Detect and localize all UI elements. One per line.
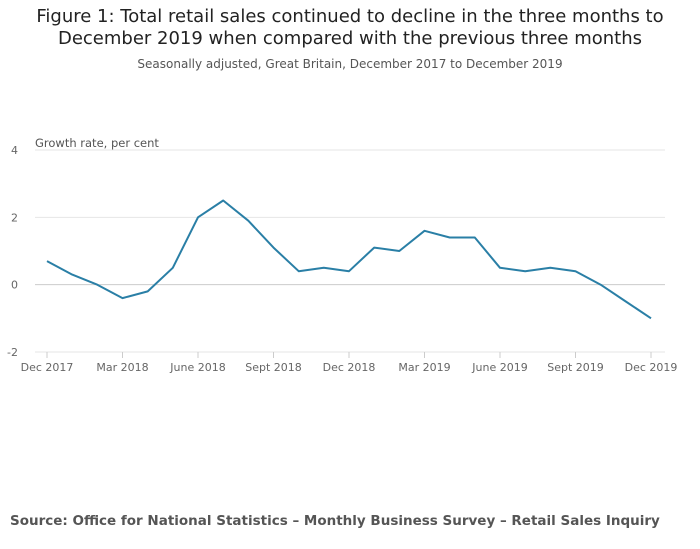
data-point <box>146 289 150 293</box>
x-tick-label: Dec 2017 <box>21 361 74 374</box>
data-point <box>523 269 527 273</box>
data-point <box>171 266 175 270</box>
data-point <box>221 199 225 203</box>
gridlines <box>35 149 665 353</box>
data-point <box>574 269 578 273</box>
x-tick-label: Sept 2018 <box>245 361 302 374</box>
data-point <box>448 236 452 240</box>
y-tick-label: 2 <box>11 211 18 224</box>
x-tick-label: Mar 2019 <box>398 361 450 374</box>
data-point <box>272 246 276 250</box>
series <box>45 199 653 320</box>
data-point <box>473 236 477 240</box>
x-tick-label: June 2018 <box>169 361 225 374</box>
data-point <box>372 246 376 250</box>
data-point <box>548 266 552 270</box>
data-point <box>397 249 401 253</box>
y-tick-label: -2 <box>7 346 18 359</box>
data-point <box>297 269 301 273</box>
data-point <box>45 259 49 263</box>
data-point <box>649 316 653 320</box>
data-point <box>498 266 502 270</box>
chart-title: Figure 1: Total retail sales continued t… <box>36 6 664 49</box>
data-point <box>196 215 200 219</box>
data-point <box>121 296 125 300</box>
x-tick-label: Dec 2018 <box>323 361 376 374</box>
data-point <box>95 283 99 287</box>
data-point <box>599 283 603 287</box>
x-tick-label: Mar 2018 <box>96 361 148 374</box>
data-point <box>322 266 326 270</box>
y-axis-label: Growth rate, per cent <box>35 136 159 150</box>
data-point <box>624 300 628 304</box>
data-point <box>246 219 250 223</box>
chart-subtitle: Seasonally adjusted, Great Britain, Dece… <box>137 57 563 71</box>
y-tick-label: 4 <box>11 144 18 157</box>
source-note: Source: Office for National Statistics –… <box>10 513 660 529</box>
data-point <box>70 273 74 277</box>
data-point <box>347 269 351 273</box>
x-tick-label: Sept 2019 <box>547 361 604 374</box>
series-line <box>46 199 652 320</box>
x-tick-label: Dec 2019 <box>625 361 678 374</box>
data-point <box>423 229 427 233</box>
y-tick-label: 0 <box>11 279 18 292</box>
x-tick-label: June 2019 <box>471 361 527 374</box>
